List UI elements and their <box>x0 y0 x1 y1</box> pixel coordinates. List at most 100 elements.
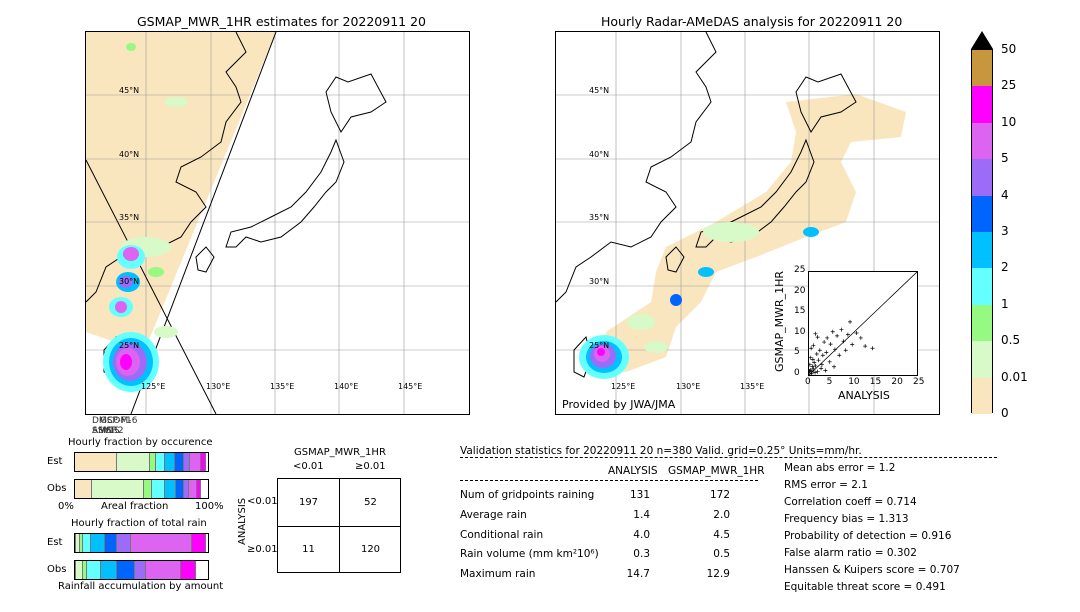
scatter-point <box>837 353 842 358</box>
colorbar-segment <box>972 122 992 160</box>
bar-segment <box>105 534 117 552</box>
colorbar-segment <box>972 50 992 87</box>
validation-row-gsmap: 2.0 <box>713 509 730 521</box>
scatter-xtick: 10 <box>848 377 860 387</box>
validation-row-analysis: 4.0 <box>633 529 650 541</box>
left-map-panel: 45°N 40°N 35°N 30°N 25°N 125°E 130°E 135… <box>85 31 470 415</box>
bar-segment <box>181 561 196 579</box>
scatter-point <box>809 362 812 367</box>
bar-segment <box>75 453 117 471</box>
scatter-point <box>820 353 825 358</box>
validation-col-analysis: ANALYSIS <box>608 465 658 477</box>
scatter-point <box>832 364 837 369</box>
bar-segment <box>75 534 77 552</box>
colorbar-segment <box>972 304 992 342</box>
score-line: Equitable threat score = 0.491 <box>784 581 946 593</box>
colorbar-tick-label: 0 <box>1001 406 1009 420</box>
sensor-label: SSMIS <box>92 426 120 436</box>
colorbar-tick-label: 5 <box>1001 151 1009 166</box>
scatter-point <box>823 368 828 373</box>
scatter-point <box>815 369 820 374</box>
colorbar-segment <box>972 232 992 269</box>
colorbar-segment <box>972 268 992 305</box>
occurrence-axis-right: 100% <box>195 501 224 512</box>
left-lat-label: 40°N <box>119 150 140 159</box>
left-lat-label: 45°N <box>119 86 140 95</box>
occurrence-bar-est <box>74 452 209 472</box>
scatter-canvas <box>809 272 917 375</box>
validation-row-gsmap: 12.9 <box>706 568 730 580</box>
scatter-point <box>854 330 859 335</box>
scatter-point <box>841 339 846 344</box>
occurrence-row-label: Est <box>47 456 63 467</box>
contingency-cell: 197 <box>298 497 319 508</box>
scatter-point <box>810 364 815 369</box>
validation-divider <box>460 457 997 458</box>
right-lat-label: 40°N <box>589 150 610 159</box>
bar-segment <box>76 561 83 579</box>
validation-row-gsmap: 4.5 <box>713 529 730 541</box>
bar-segment <box>86 561 102 579</box>
total-rain-title: Hourly fraction of total rain <box>71 518 207 529</box>
scatter-point <box>830 329 835 334</box>
data-credit: Provided by JWA/JMA <box>562 398 676 411</box>
colorbar-segment <box>972 341 992 378</box>
contingency-col-header: ≥0.01 <box>355 461 386 472</box>
contingency-title: GSMAP_MWR_1HR <box>294 447 386 458</box>
scatter-point <box>835 333 840 338</box>
scatter-xtick: 15 <box>869 377 882 387</box>
scatter-point <box>814 351 819 356</box>
scatter-point <box>819 366 824 371</box>
bar-segment <box>156 453 166 471</box>
bar-segment <box>116 561 136 579</box>
left-lat-label: 35°N <box>119 213 140 222</box>
bar-segment <box>82 561 87 579</box>
bar-segment <box>80 534 83 552</box>
colorbar-tick-label: 4 <box>1001 187 1009 202</box>
bar-segment <box>135 561 146 579</box>
contingency-grid: 197 52 11 120 <box>277 478 401 573</box>
score-line: Correlation coeff = 0.714 <box>784 496 917 508</box>
bar-segment <box>145 561 182 579</box>
right-lon-label: 125°E <box>611 382 636 391</box>
right-lat-label: 25°N <box>589 341 610 350</box>
right-map-canvas <box>556 32 939 414</box>
total-rain-bar-est <box>74 533 209 553</box>
bar-segment <box>165 480 176 498</box>
scatter-ytick: 5 <box>794 347 800 358</box>
bar-segment <box>144 480 153 498</box>
scatter-point <box>811 343 816 348</box>
validation-row-gsmap: 0.5 <box>713 548 730 560</box>
left-lon-label: 145°E <box>398 382 423 391</box>
swath-area <box>86 32 276 352</box>
left-lat-label: 25°N <box>119 341 140 350</box>
scatter-point <box>813 370 818 375</box>
scatter-xtick: 5 <box>826 377 833 387</box>
scatter-point <box>858 335 863 340</box>
right-rain-areas <box>579 222 819 379</box>
scatter-point <box>819 362 824 367</box>
contingency-row-header: <0.01 <box>247 496 278 507</box>
validation-row-label: Average rain <box>460 509 527 521</box>
diagonal-line <box>809 272 917 375</box>
sensor-labels: DMSP-F16 GCOM-W1 SSMIS AMSR2 <box>92 416 138 436</box>
bar-segment <box>152 480 166 498</box>
scatter-ytick: 25 <box>794 265 806 275</box>
validation-row-analysis: 131 <box>629 489 650 501</box>
validation-subdivider <box>460 480 758 481</box>
occurrence-axis-left: 0% <box>58 501 74 512</box>
scatter-ytick: 15 <box>794 306 806 317</box>
scatter-xtick: 20 <box>891 377 903 387</box>
validation-row-label: Rain volume (mm km²10⁶) <box>460 548 599 560</box>
swath-edge-west <box>86 159 217 414</box>
scatter-point <box>824 350 829 355</box>
scatter-point <box>809 371 814 375</box>
occurrence-title: Hourly fraction by occurence <box>68 437 213 448</box>
contingency-cell: 120 <box>360 544 381 555</box>
bar-segment <box>188 480 197 498</box>
validation-row-gsmap: 172 <box>709 489 730 501</box>
scatter-point <box>809 355 813 360</box>
bar-segment <box>196 480 201 498</box>
scatter-point <box>845 332 850 337</box>
scatter-point <box>827 359 832 364</box>
